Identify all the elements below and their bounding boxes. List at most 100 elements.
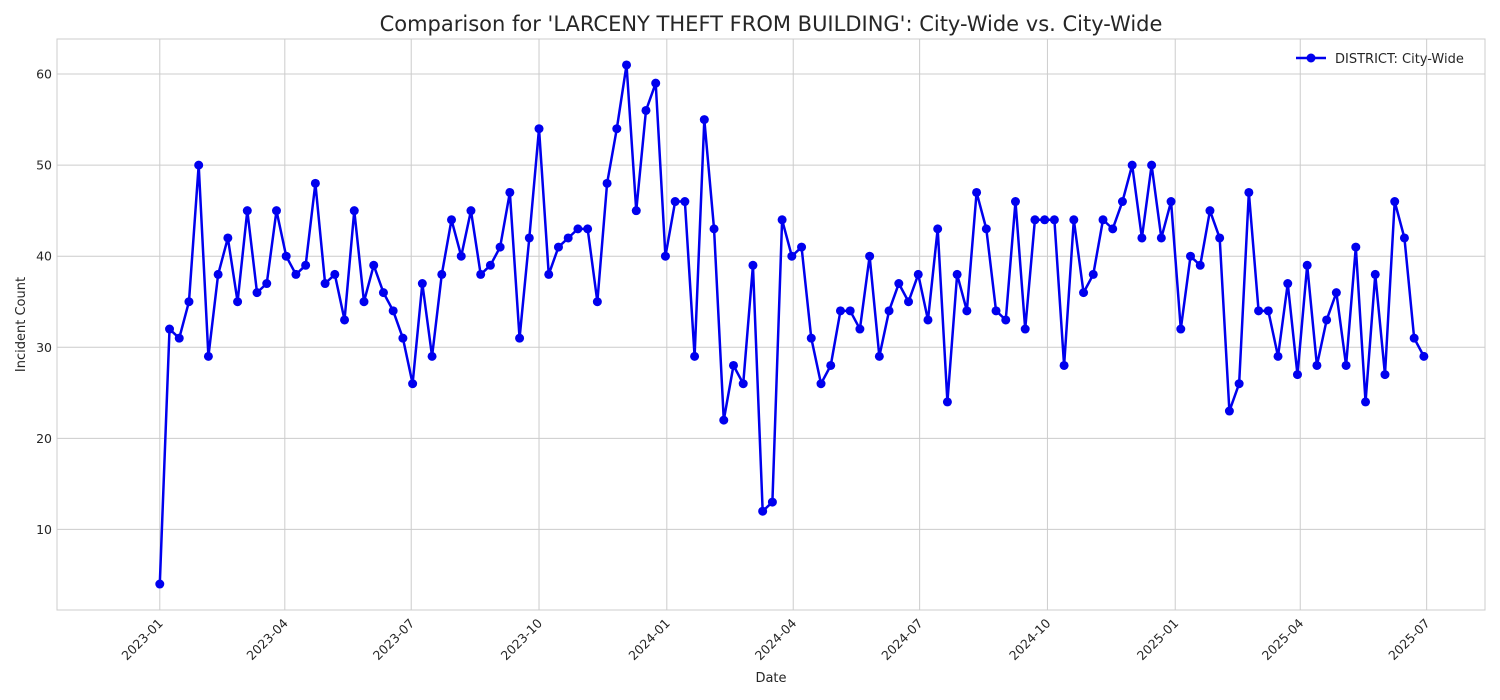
- x-axis-title: Date: [755, 671, 786, 686]
- data-point: [933, 224, 943, 234]
- data-point: [612, 124, 622, 134]
- data-point: [1137, 233, 1147, 243]
- data-point: [515, 333, 525, 343]
- data-point: [1001, 315, 1011, 325]
- data-point: [174, 333, 184, 343]
- data-point: [1419, 351, 1429, 361]
- data-point: [622, 60, 632, 70]
- data-point: [223, 233, 233, 243]
- data-point: [1040, 215, 1050, 225]
- data-point: [1292, 370, 1302, 380]
- grid: [57, 39, 1485, 610]
- data-point: [855, 324, 865, 334]
- data-point: [417, 279, 427, 289]
- data-point: [476, 269, 486, 279]
- data-point: [330, 269, 340, 279]
- data-point: [1166, 197, 1176, 207]
- data-point: [1030, 215, 1040, 225]
- data-point: [1117, 197, 1127, 207]
- legend-label: DISTRICT: City-Wide: [1335, 52, 1464, 67]
- data-point: [359, 297, 369, 307]
- data-point: [1069, 215, 1079, 225]
- data-point: [787, 251, 797, 261]
- data-point: [1010, 197, 1020, 207]
- plot-area-frame: [56, 38, 1486, 611]
- data-point: [1205, 206, 1215, 216]
- data-point: [456, 251, 466, 261]
- data-point: [865, 251, 875, 261]
- data-point: [252, 288, 262, 298]
- data-point: [242, 206, 252, 216]
- data-point: [1302, 260, 1312, 270]
- data-point: [1098, 215, 1108, 225]
- data-point: [748, 260, 758, 270]
- data-point: [942, 397, 952, 407]
- data-point: [845, 306, 855, 316]
- data-point: [1361, 397, 1371, 407]
- data-point: [1020, 324, 1030, 334]
- data-point: [651, 78, 661, 88]
- legend: DISTRICT: City-Wide: [1296, 52, 1464, 67]
- data-point: [1312, 360, 1322, 370]
- data-point: [1049, 215, 1059, 225]
- data-point: [1244, 187, 1254, 197]
- data-point: [904, 297, 914, 307]
- y-tick-label: 50: [36, 158, 52, 173]
- data-point: [165, 324, 175, 334]
- data-point: [398, 333, 408, 343]
- y-tick-label: 30: [36, 340, 52, 355]
- data-point: [1409, 333, 1419, 343]
- data-point: [1186, 251, 1196, 261]
- data-point: [495, 242, 505, 252]
- data-point: [427, 351, 437, 361]
- data-point: [505, 187, 515, 197]
- data-point: [203, 351, 213, 361]
- y-axis-title: Incident Count: [14, 277, 29, 372]
- data-point: [524, 233, 534, 243]
- data-point: [874, 351, 884, 361]
- data-point: [602, 178, 612, 188]
- data-point: [816, 379, 826, 389]
- data-point: [213, 269, 223, 279]
- data-point: [1399, 233, 1409, 243]
- data-point: [670, 197, 680, 207]
- data-point: [1215, 233, 1225, 243]
- data-point: [194, 160, 204, 170]
- data-point: [592, 297, 602, 307]
- data-point: [913, 269, 923, 279]
- data-point: [1176, 324, 1186, 334]
- data-point: [291, 269, 301, 279]
- y-tick-label: 20: [36, 431, 52, 446]
- data-point: [1195, 260, 1205, 270]
- data-point: [758, 506, 768, 516]
- data-point: [1380, 370, 1390, 380]
- chart-title: Comparison for 'LARCENY THEFT FROM BUILD…: [380, 12, 1163, 36]
- legend-marker: [1306, 53, 1316, 63]
- data-point: [806, 333, 816, 343]
- data-point: [553, 242, 563, 252]
- data-point: [631, 206, 641, 216]
- data-point: [777, 215, 787, 225]
- data-point: [894, 279, 904, 289]
- data-point: [660, 251, 670, 261]
- data-point: [573, 224, 583, 234]
- series-layer: [155, 60, 1429, 589]
- data-point: [349, 206, 359, 216]
- data-point: [534, 124, 544, 134]
- y-tick-labels: 10 20 30 40 50 60: [36, 67, 52, 537]
- data-point: [719, 415, 729, 425]
- data-point: [923, 315, 933, 325]
- data-point: [583, 224, 593, 234]
- data-point: [699, 115, 709, 125]
- data-point: [641, 105, 651, 115]
- data-point: [972, 187, 982, 197]
- data-point: [1088, 269, 1098, 279]
- data-point: [155, 579, 165, 589]
- data-point: [388, 306, 398, 316]
- data-point: [738, 379, 748, 389]
- data-point: [991, 306, 1001, 316]
- data-point: [709, 224, 719, 234]
- data-point: [1322, 315, 1332, 325]
